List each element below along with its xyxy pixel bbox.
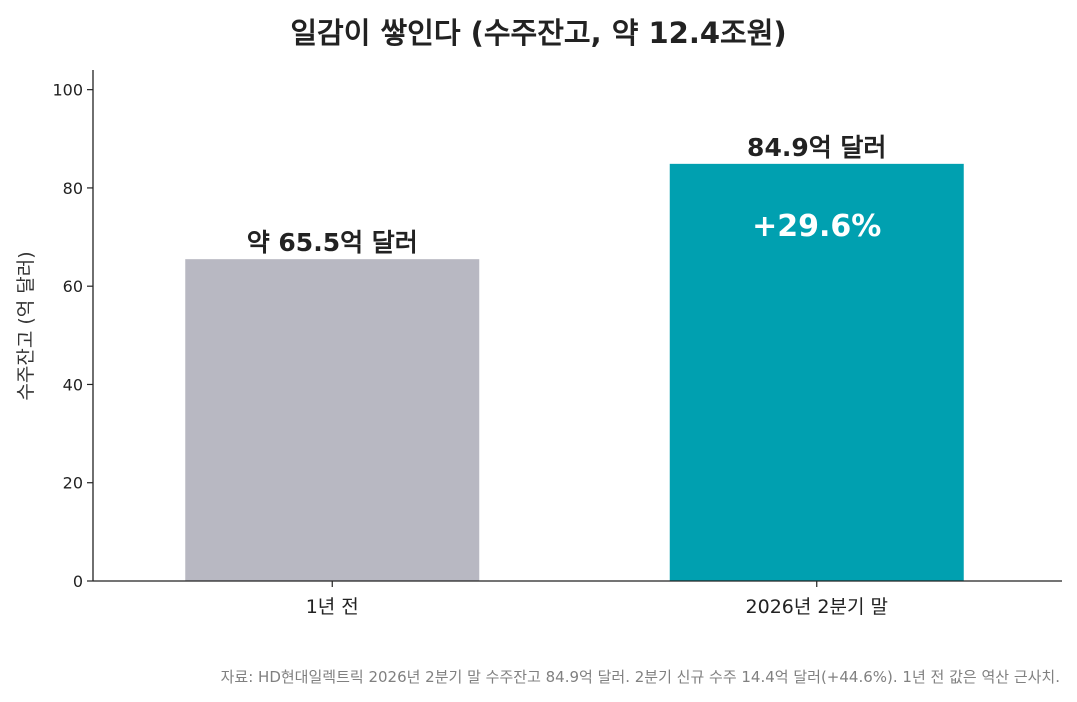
y-axis-ticks: 0 20 40 60 80 100 [52,81,93,591]
growth-annotation: +29.6% [752,209,881,244]
y-tick-label: 60 [63,277,83,296]
chart-title: 일감이 쌓인다 (수주잔고, 약 12.4조원) [290,16,787,50]
x-axis-ticks: 1년 전 2026년 2분기 말 [306,581,888,618]
data-label: 약 65.5억 달러 [247,228,418,257]
y-tick-label: 100 [52,81,83,100]
data-label: 84.9억 달러 [747,133,886,162]
bars [185,163,964,582]
y-tick-label: 80 [63,179,83,198]
source-note: 자료: HD현대일렉트릭 2026년 2분기 말 수주잔고 84.9억 달러. … [220,668,1060,686]
y-tick-label: 20 [63,474,83,493]
x-tick-label: 2026년 2분기 말 [746,596,888,618]
bar [185,259,480,581]
y-tick-label: 40 [63,375,83,394]
data-labels: 약 65.5억 달러 84.9억 달러 +29.6% [247,133,887,257]
y-tick-label: 0 [73,572,83,591]
x-tick-label: 1년 전 [306,596,359,618]
bar [669,163,964,582]
y-axis-label: 수주잔고 (억 달러) [15,251,37,400]
